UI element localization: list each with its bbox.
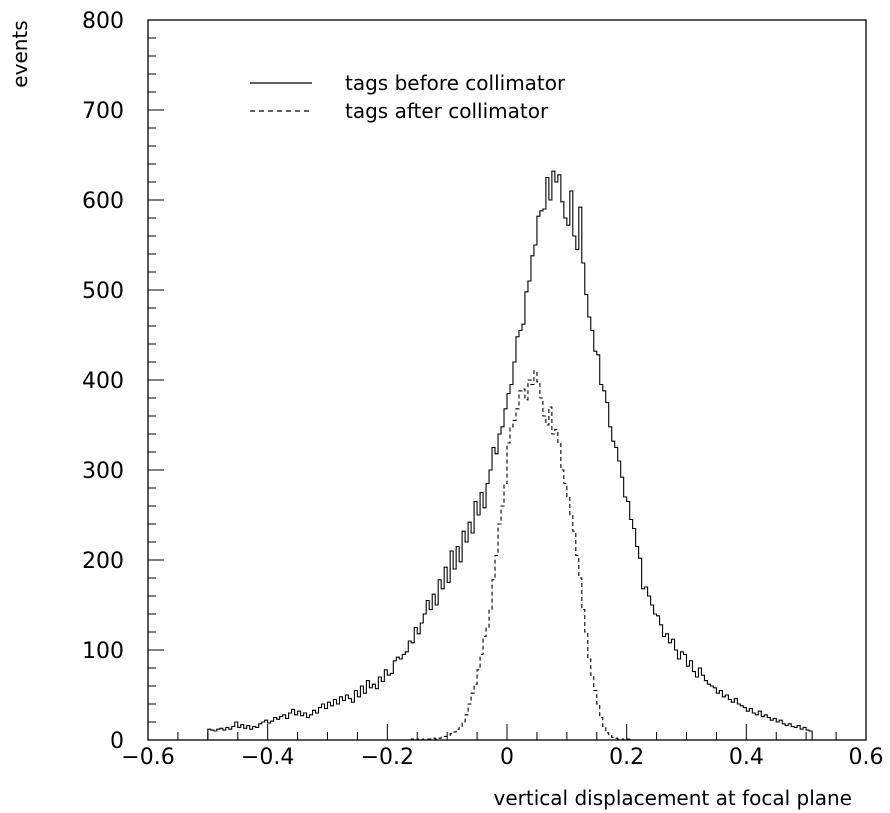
y-axis: 0 100 200 300 400 500 600 700 800 [82, 9, 164, 754]
y-tick-label: 500 [82, 279, 124, 304]
x-tick-label: −0.2 [361, 745, 414, 770]
series-before-collimator [207, 170, 813, 740]
y-tick-label: 0 [110, 729, 124, 754]
series-after-collimator [207, 370, 822, 741]
x-tick-label: 0.4 [729, 745, 764, 770]
plot-border [147, 19, 867, 741]
x-tick-label: −0.4 [241, 745, 294, 770]
y-tick-label: 400 [82, 369, 124, 394]
legend: tags before collimator tags after collim… [250, 71, 566, 123]
plot-frame [147, 19, 867, 741]
y-tick-label: 700 [82, 99, 124, 124]
y-axis-title: events [8, 20, 32, 87]
y-tick-label: 300 [82, 459, 124, 484]
series-layer [207, 170, 822, 741]
y-tick-label: 600 [82, 189, 124, 214]
x-tick-label: 0 [500, 745, 514, 770]
y-tick-label: 100 [82, 639, 124, 664]
x-tick-label: 0.2 [609, 745, 644, 770]
y-tick-label: 800 [82, 9, 124, 34]
x-tick-label: 0.6 [849, 745, 884, 770]
x-tick-label: −0.6 [121, 745, 174, 770]
x-axis: −0.6 −0.4 −0.2 0 0.2 0.4 0.6 [121, 724, 884, 770]
x-axis-title: vertical displacement at focal plane [494, 786, 852, 810]
legend-label-after: tags after collimator [345, 99, 549, 123]
legend-label-before: tags before collimator [345, 71, 566, 95]
y-tick-label: 200 [82, 549, 124, 574]
